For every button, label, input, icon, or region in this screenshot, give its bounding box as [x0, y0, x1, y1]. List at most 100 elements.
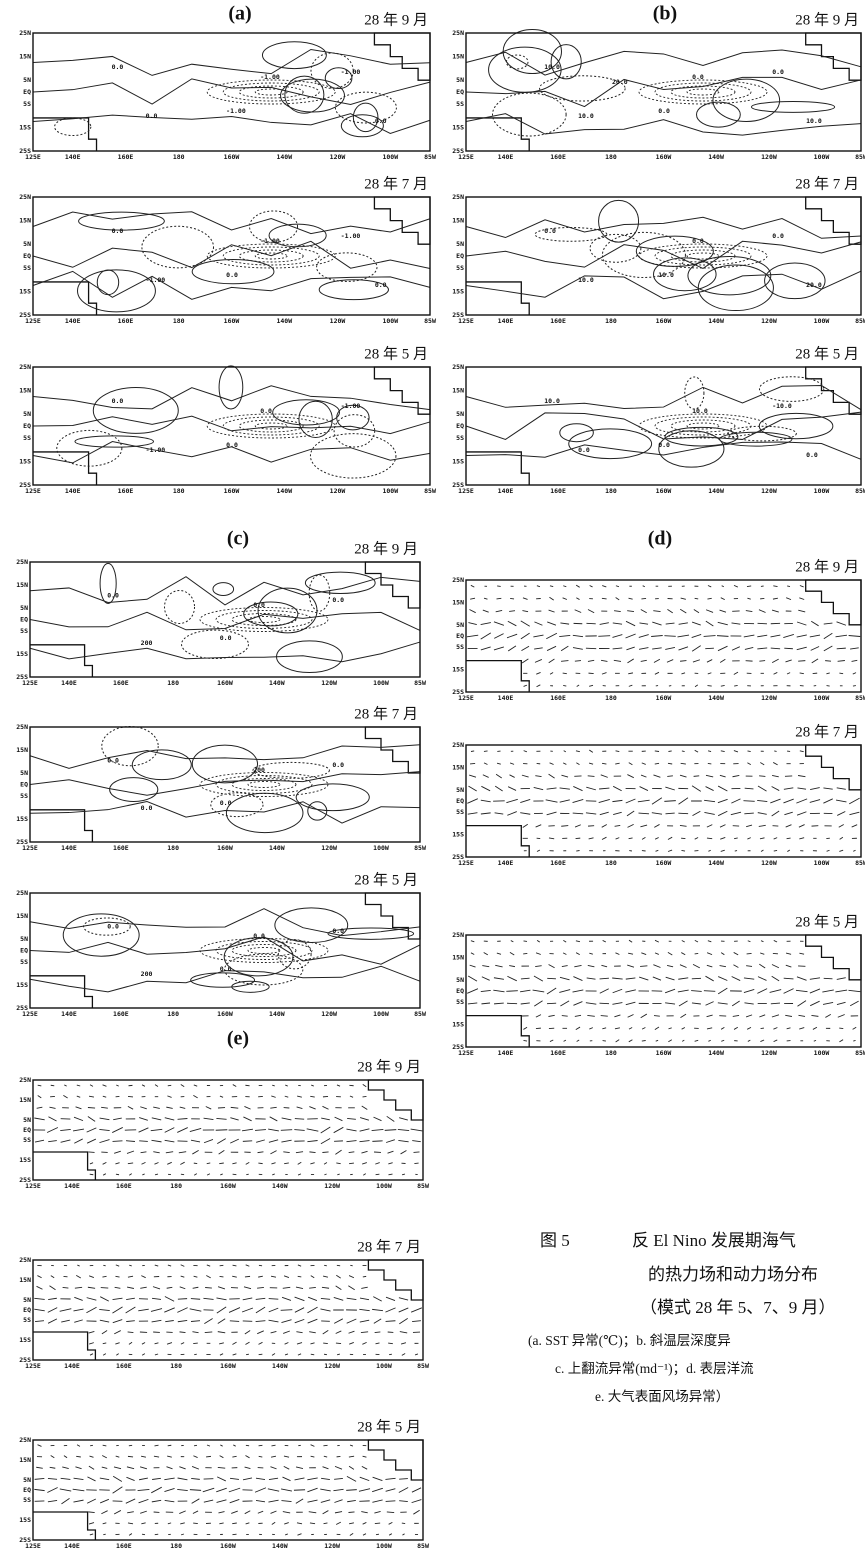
vector-arrow: [232, 1275, 237, 1278]
vector-arrow: [258, 1275, 263, 1278]
vector-arrow: [837, 660, 845, 662]
vector-arrow: [334, 1499, 343, 1503]
contour-line: [539, 75, 626, 102]
vector-arrow: [88, 1522, 95, 1525]
vector-arrow: [720, 684, 725, 687]
x-axis-label: 140E: [498, 317, 514, 325]
vector-arrow: [359, 1297, 370, 1301]
vector-arrow: [73, 1308, 84, 1312]
vector-arrow: [37, 1095, 42, 1099]
vector-arrow: [294, 1129, 305, 1131]
vector-arrow: [151, 1139, 162, 1143]
contour-line: [654, 82, 752, 102]
vector-arrow: [615, 585, 620, 588]
vector-arrow: [601, 836, 607, 840]
vector-arrow: [414, 1353, 419, 1356]
contour-line: [670, 249, 736, 263]
vector-arrow: [562, 597, 568, 600]
x-axis-label: 160E: [116, 1362, 132, 1370]
month-label: 28 年 9 月: [354, 540, 418, 557]
contour-label: 0.0: [806, 451, 818, 459]
map-frame: [465, 934, 862, 1048]
vector-arrow: [36, 1106, 43, 1109]
vector-arrow: [849, 811, 860, 816]
x-axis-label: 160E: [113, 844, 129, 852]
vector-arrow: [49, 1285, 56, 1291]
x-axis-label: 85W: [855, 487, 865, 495]
vector-arrow: [268, 1128, 279, 1132]
vector-arrow: [602, 1040, 607, 1042]
contour-label: 20.0: [612, 78, 628, 86]
vector-arrow: [692, 659, 701, 663]
vector-arrow: [704, 799, 716, 803]
vector-arrow: [271, 1353, 276, 1356]
vector-arrow: [154, 1533, 159, 1536]
vector-arrow: [703, 990, 716, 992]
vector-arrow: [668, 750, 672, 752]
vector-arrow: [495, 964, 503, 968]
vector-arrow: [785, 964, 792, 968]
x-axis-label: 85W: [855, 1049, 865, 1057]
vector-arrow: [679, 964, 687, 968]
vector-arrow: [86, 1297, 97, 1301]
vector-arrow: [481, 976, 490, 981]
y-axis-label: 15N: [19, 387, 31, 395]
vector-arrow: [138, 1308, 149, 1312]
vector-arrow: [536, 849, 541, 852]
vector-arrow: [362, 1275, 367, 1278]
contour-line: [309, 433, 397, 479]
contour-line: [29, 611, 421, 631]
vector-arrow: [652, 621, 662, 626]
vector-arrow: [232, 1084, 237, 1087]
contour-line: [697, 264, 774, 312]
vector-arrow: [388, 1173, 393, 1176]
vector-arrow: [823, 645, 833, 652]
vector-arrow: [734, 837, 738, 840]
contour-line: [334, 91, 397, 124]
contour-line: [225, 792, 304, 834]
vector-arrow: [60, 1139, 71, 1143]
vector-arrow: [665, 812, 675, 815]
contour-line: [206, 243, 336, 269]
vector-arrow: [245, 1084, 250, 1087]
vector-arrow: [180, 1161, 185, 1165]
y-axis-label: 25S: [16, 838, 28, 846]
vector-arrow: [798, 775, 806, 778]
y-axis-label: 5S: [23, 434, 31, 442]
vector-arrow: [839, 672, 844, 675]
x-axis-label: 85W: [424, 153, 436, 161]
vector-arrow: [375, 1162, 380, 1165]
vector-arrow: [612, 785, 622, 792]
land-mask-west: [466, 659, 530, 692]
contour-label: -1.00: [226, 107, 246, 115]
vector-arrow: [627, 823, 634, 828]
vector-arrow: [310, 1095, 315, 1098]
vector-arrow: [375, 1342, 380, 1345]
vector-arrow: [334, 1318, 343, 1324]
vector-arrow: [283, 1275, 290, 1278]
vector-arrow: [692, 963, 700, 969]
contour-line: [29, 744, 421, 769]
contour-line: [32, 211, 431, 235]
contour-line: [206, 79, 336, 105]
contour-label: 0.0: [544, 227, 556, 235]
vector-arrow: [677, 989, 689, 993]
vector-arrow: [126, 1466, 135, 1470]
y-axis-label: 5N: [456, 240, 464, 248]
x-axis-label: 180: [167, 679, 179, 687]
vector-arrow: [680, 762, 686, 765]
vector-arrow: [179, 1510, 186, 1515]
vector-arrow: [271, 1095, 276, 1098]
vector-arrow: [113, 1117, 122, 1121]
vector-arrow: [546, 811, 557, 816]
vector-arrow: [811, 658, 819, 664]
contour-line: [191, 258, 275, 285]
x-axis-label: 140W: [708, 694, 724, 702]
vector-arrow: [152, 1477, 161, 1480]
x-axis-label: 160E: [118, 317, 134, 325]
vector-arrow: [322, 1510, 329, 1515]
vector-arrow: [769, 989, 782, 993]
vector-arrow: [128, 1444, 133, 1447]
